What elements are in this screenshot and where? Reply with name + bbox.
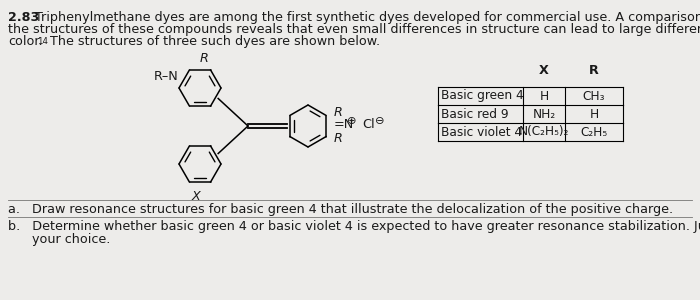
Text: X: X xyxy=(192,190,200,203)
Text: R: R xyxy=(334,131,343,145)
Text: =N: =N xyxy=(334,118,354,131)
Text: Basic violet 4: Basic violet 4 xyxy=(441,125,522,139)
Text: NH₂: NH₂ xyxy=(533,107,556,121)
Text: ⊕: ⊕ xyxy=(347,116,356,126)
Text: R–N: R–N xyxy=(154,70,178,83)
Text: CH₃: CH₃ xyxy=(582,89,606,103)
Text: Triphenylmethane dyes are among the first synthetic dyes developed for commercia: Triphenylmethane dyes are among the firs… xyxy=(35,11,700,24)
Text: the structures of these compounds reveals that even small differences in structu: the structures of these compounds reveal… xyxy=(8,23,700,36)
Text: ⊖: ⊖ xyxy=(375,116,384,126)
Text: R: R xyxy=(334,106,343,118)
Text: 2.83: 2.83 xyxy=(8,11,39,24)
Text: R: R xyxy=(589,64,599,77)
Text: your choice.: your choice. xyxy=(8,233,111,246)
Text: Basic green 4: Basic green 4 xyxy=(441,89,524,103)
Text: color.: color. xyxy=(8,35,43,48)
Text: b.   Determine whether basic green 4 or basic violet 4 is expected to have great: b. Determine whether basic green 4 or ba… xyxy=(8,220,700,233)
Text: X: X xyxy=(539,64,549,77)
Text: C₂H₅: C₂H₅ xyxy=(580,125,608,139)
Text: The structures of three such dyes are shown below.: The structures of three such dyes are sh… xyxy=(46,35,380,48)
Text: H: H xyxy=(540,89,549,103)
Text: a.   Draw resonance structures for basic green 4 that illustrate the delocalizat: a. Draw resonance structures for basic g… xyxy=(8,203,673,216)
Text: H: H xyxy=(589,107,598,121)
Text: Cl: Cl xyxy=(362,118,375,131)
Text: R: R xyxy=(199,52,209,65)
Text: 14: 14 xyxy=(37,37,48,46)
Text: Basic red 9: Basic red 9 xyxy=(441,107,509,121)
Text: N(C₂H₅)₂: N(C₂H₅)₂ xyxy=(519,125,569,139)
